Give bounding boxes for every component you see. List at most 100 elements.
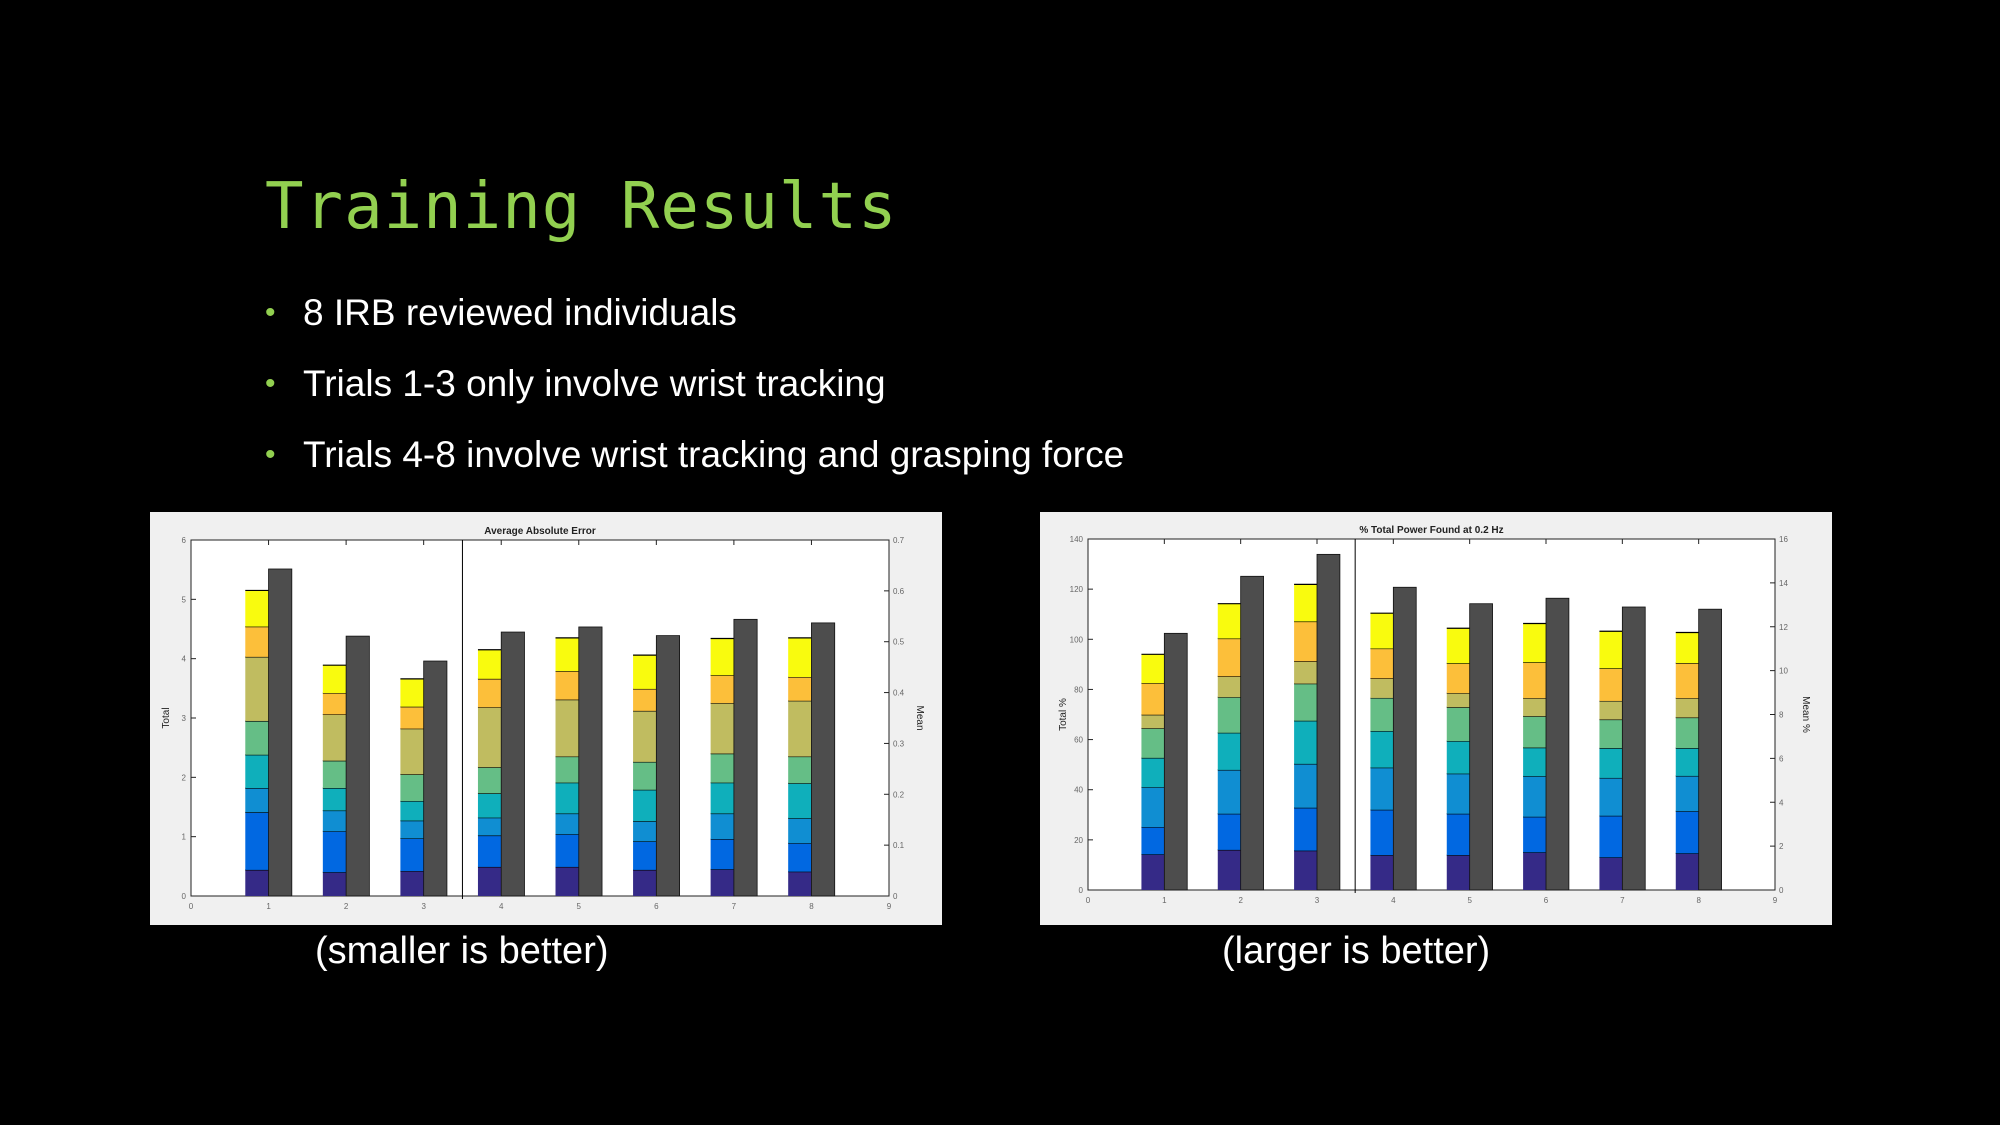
- stack-segment: [1370, 855, 1394, 890]
- stack-segment: [1599, 631, 1623, 669]
- stack-segment: [1446, 693, 1470, 708]
- y2-tick-label: 14: [1779, 579, 1788, 588]
- stack-segment: [555, 671, 579, 700]
- bullet-icon: •: [265, 367, 276, 400]
- stack-segment: [1523, 716, 1546, 748]
- stack-segment: [555, 699, 579, 757]
- stack-segment: [1523, 852, 1546, 890]
- mean-bar: [578, 626, 603, 897]
- stack-segment: [1294, 720, 1317, 764]
- stack-segment: [633, 710, 657, 762]
- chart-total-power: % Total Power Found at 0.2 Hz 0 1 2 3 4 5 6 7 8 9 0…: [1040, 512, 1832, 925]
- stack-segment: [1446, 813, 1470, 856]
- stack-segment: [788, 818, 812, 844]
- bullet-item: • Trials 1-3 only involve wrist tracking: [265, 363, 1124, 434]
- stack-segment: [710, 782, 734, 814]
- stack-segment: [710, 839, 734, 870]
- y2-tick-label: 0.4: [893, 689, 905, 698]
- caption-right: (larger is better): [1222, 930, 1491, 972]
- stack-segment: [322, 872, 347, 896]
- stack-segment: [1523, 747, 1546, 777]
- stack-segment: [788, 843, 812, 872]
- stack-segment: [633, 821, 657, 842]
- x-tick-label: 5: [577, 902, 582, 911]
- stack-segment: [400, 774, 424, 802]
- stack-segment: [1294, 850, 1317, 890]
- stack-segment: [1370, 809, 1394, 856]
- stack-segment: [1675, 698, 1699, 718]
- bullet-item: • Trials 4-8 involve wrist tracking and g…: [265, 434, 1124, 505]
- stack-segment: [633, 655, 657, 689]
- y-tick-label: 40: [1074, 786, 1083, 795]
- x-tick-label: 8: [1696, 896, 1701, 905]
- stack-segment: [1294, 621, 1317, 662]
- x-tick-label: 1: [266, 902, 271, 911]
- y2-tick-label: 0: [1779, 886, 1784, 895]
- stack-segment: [1217, 676, 1241, 698]
- stack-segment: [1523, 816, 1546, 853]
- stack-segment: [788, 783, 812, 819]
- y2-tick-label: 0.7: [893, 536, 905, 545]
- bullet-icon: •: [265, 296, 276, 329]
- mean-bar: [655, 635, 681, 897]
- stack-segment: [245, 590, 269, 627]
- stack-segment: [555, 834, 579, 867]
- stack-segment: [1141, 854, 1165, 890]
- stack-segment: [1217, 813, 1241, 850]
- stack-segment: [1446, 773, 1470, 814]
- stack-segment: [1675, 632, 1699, 664]
- mean-bar: [1698, 608, 1722, 891]
- stack-segment: [1523, 662, 1546, 699]
- stack-segment: [555, 756, 579, 783]
- stack-segment: [477, 678, 502, 708]
- stack-segment: [1446, 707, 1470, 742]
- mean-bar: [1240, 575, 1264, 891]
- stack-segment: [710, 813, 734, 840]
- stack-segment: [1141, 787, 1165, 828]
- x-tick-label: 4: [1391, 896, 1396, 905]
- stack-segment: [1523, 776, 1546, 817]
- stack-segment: [1523, 623, 1546, 663]
- x-tick-label: 3: [421, 902, 426, 911]
- y2-tick-label: 12: [1779, 623, 1788, 632]
- stack-segment: [555, 782, 579, 814]
- x-tick-label: 1: [1162, 896, 1167, 905]
- mean-bar: [345, 635, 370, 897]
- stack-segment: [400, 706, 424, 729]
- stack-segment: [400, 871, 424, 896]
- y-tick-label: 80: [1074, 685, 1083, 694]
- stack-segment: [322, 810, 347, 832]
- mean-bar: [500, 631, 525, 897]
- stack-segment: [710, 753, 734, 783]
- y2-tick-label: 16: [1779, 535, 1788, 544]
- stack-segment: [1370, 648, 1394, 679]
- bullet-item: • 8 IRB reviewed individuals: [265, 292, 1124, 363]
- y-tick-label: 2: [182, 773, 187, 782]
- bullet-text: Trials 4-8 involve wrist tracking and gr…: [303, 434, 1125, 475]
- y-tick-label: 120: [1070, 585, 1084, 594]
- stack-segment: [1294, 683, 1317, 721]
- mean-bar: [423, 660, 448, 897]
- mean-bar: [811, 622, 836, 897]
- stack-segment: [1675, 663, 1699, 699]
- slide-title: Training Results: [265, 170, 898, 244]
- x-tick-label: 4: [499, 902, 504, 911]
- stack-segment: [1370, 697, 1394, 732]
- stack-segment: [1446, 628, 1470, 664]
- y-tick-label: 100: [1070, 635, 1084, 644]
- y-tick-label: 3: [182, 714, 187, 723]
- stack-segment: [710, 869, 734, 896]
- caption-left: (smaller is better): [315, 930, 609, 972]
- chart-svg: % Total Power Found at 0.2 Hz0 1 2 3 4 5 6 7 8 90…: [1058, 525, 1811, 905]
- y2-tick-label: 0.3: [893, 739, 905, 748]
- stack-segment: [1675, 717, 1699, 749]
- stack-segment: [555, 866, 579, 896]
- y-tick-label: 4: [182, 655, 187, 664]
- stack-segment: [477, 707, 502, 768]
- stack-segment: [1446, 741, 1470, 774]
- y2-axis-label: Mean %: [1800, 696, 1811, 733]
- stack-segment: [1370, 767, 1394, 810]
- stack-segment: [322, 714, 347, 761]
- y-tick-label: 140: [1070, 535, 1084, 544]
- y-tick-label: 5: [182, 595, 187, 604]
